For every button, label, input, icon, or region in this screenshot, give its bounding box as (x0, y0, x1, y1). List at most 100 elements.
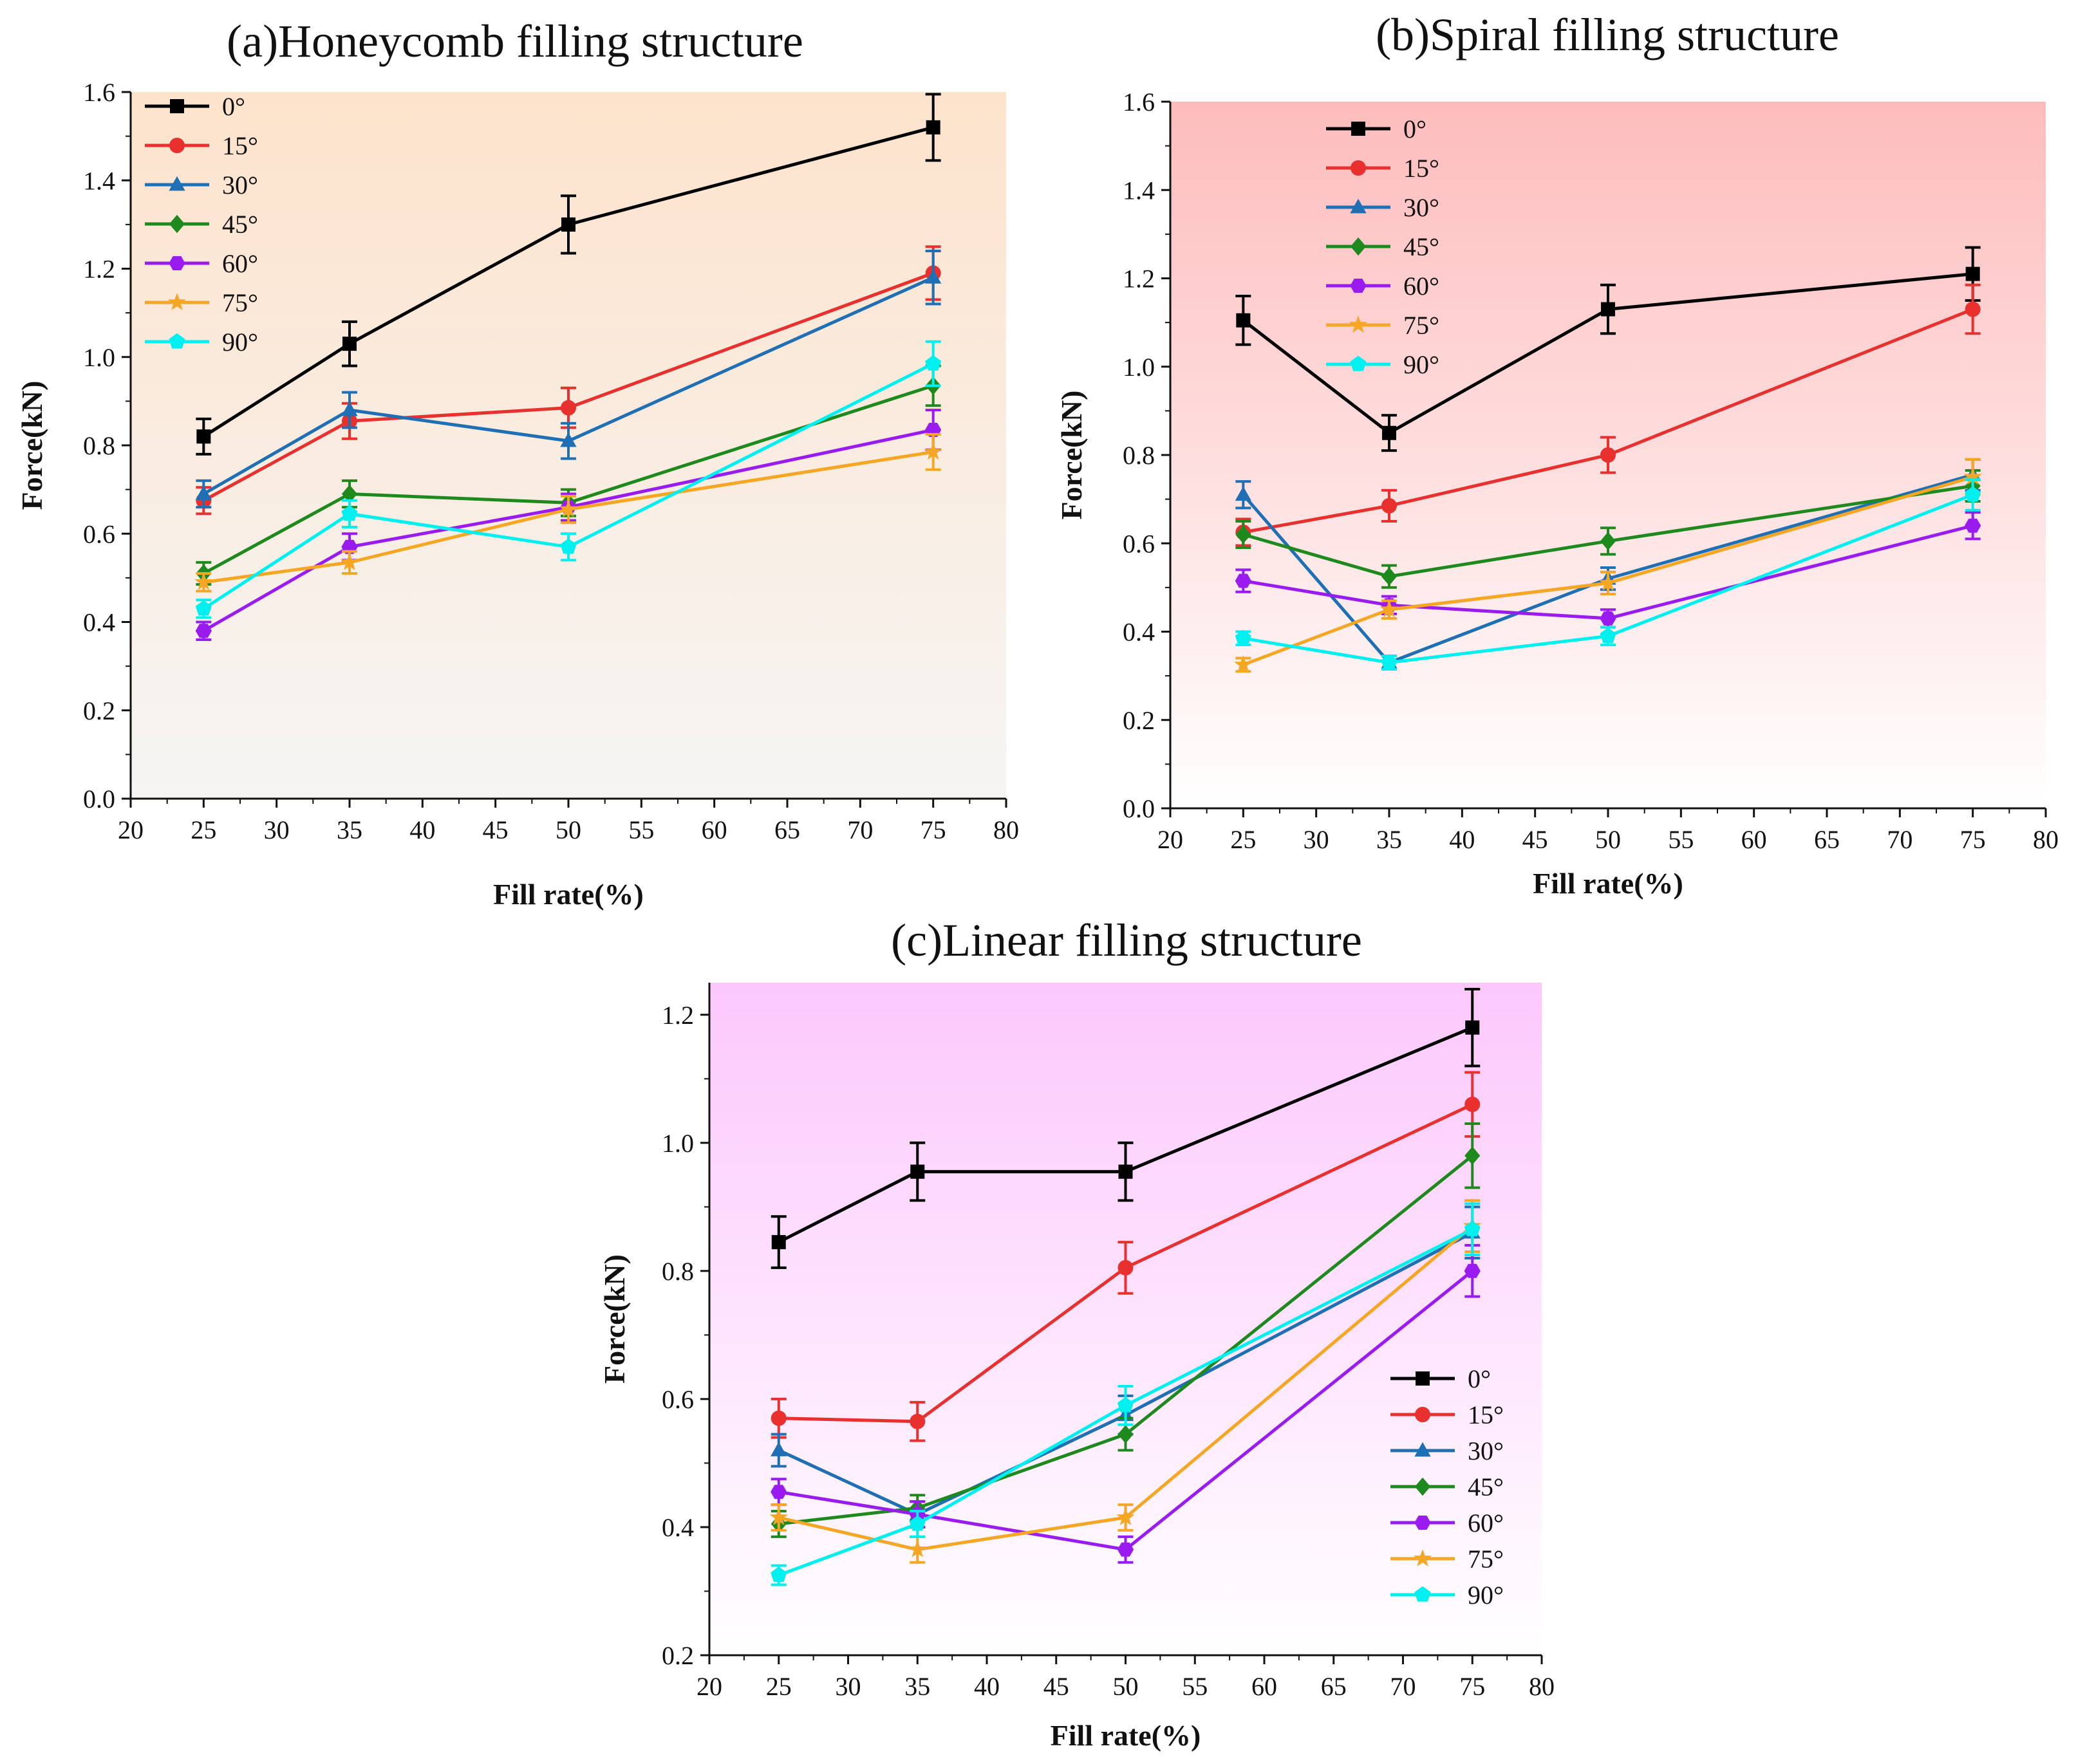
x-tick-label: 75 (1459, 1672, 1485, 1701)
data-point (925, 269, 942, 284)
legend-marker (169, 138, 185, 153)
series-75 (1234, 458, 1982, 673)
data-point (1235, 525, 1251, 544)
x-tick-label: 45 (1522, 825, 1548, 854)
x-tick-label: 35 (337, 815, 362, 844)
legend-item: 75° (145, 288, 258, 317)
legend-marker (1351, 122, 1365, 136)
x-tick-label: 60 (1251, 1672, 1277, 1701)
series-line (1242, 308, 1974, 534)
data-point (1379, 600, 1399, 618)
legend-marker (1349, 315, 1368, 333)
data-point (561, 400, 576, 416)
data-point (1965, 486, 1981, 502)
legend-item: 30° (1390, 1436, 1504, 1465)
series-line (778, 1154, 1473, 1526)
data-point (1464, 1263, 1481, 1278)
series-line (203, 275, 934, 496)
y-tick-label: 1.2 (1123, 265, 1155, 293)
x-tick-label: 30 (836, 1672, 861, 1701)
chart-title: (c)Linear filling structure (891, 914, 1362, 966)
legend-marker (1350, 279, 1367, 293)
x-tick-label: 70 (1887, 825, 1912, 854)
legend-item: 30° (145, 171, 258, 200)
x-tick-label: 70 (1390, 1672, 1416, 1701)
x-tick-label: 50 (1113, 1672, 1139, 1701)
x-tick-label: 80 (2033, 825, 2059, 854)
legend-marker (1414, 1516, 1431, 1530)
y-tick-label: 0.4 (1123, 618, 1155, 647)
legend-item: 45° (145, 210, 258, 239)
y-tick-label: 1.6 (83, 78, 115, 107)
legend-marker (169, 256, 185, 270)
series-75 (194, 432, 942, 593)
x-tick-label: 60 (702, 815, 727, 844)
panel-spiral: (b)Spiral filling structure 20 25 30 35 40 45 5… (1055, 9, 2059, 900)
y-tick-label: 0.2 (662, 1641, 694, 1670)
x-tick-label: 35 (904, 1672, 930, 1701)
y-tick-label: 1.0 (662, 1129, 694, 1158)
chart-title: (b)Spiral filling structure (1376, 9, 1839, 60)
series-0 (771, 987, 1481, 1269)
legend-label: 15° (1403, 154, 1439, 183)
x-tick-label: 55 (1182, 1672, 1208, 1701)
legend-label: 60° (222, 249, 258, 278)
series-line (1242, 475, 1974, 667)
series-line (202, 362, 934, 611)
y-tick-label: 0.8 (1123, 441, 1155, 470)
data-point (1235, 573, 1251, 588)
x-axis-label: Fill rate(%) (1051, 1719, 1201, 1752)
data-point (1234, 655, 1253, 673)
data-point (771, 1410, 787, 1426)
legend-item: 15° (1326, 154, 1439, 183)
data-point (909, 1515, 926, 1531)
x-tick-label: 80 (1529, 1672, 1555, 1701)
y-tick-label: 0.2 (1123, 706, 1155, 735)
legend-marker (1413, 1549, 1432, 1567)
data-point (340, 553, 359, 570)
data-point (341, 485, 358, 503)
legend-item: 90° (145, 328, 258, 357)
x-axis-label: Fill rate(%) (1533, 867, 1683, 900)
data-point (910, 1413, 926, 1429)
legend-item: 60° (1390, 1509, 1504, 1537)
data-point (194, 572, 213, 590)
data-point (1116, 1508, 1135, 1526)
x-tick-label: 75 (921, 815, 946, 844)
x-tick-label: 25 (191, 815, 216, 844)
data-point (1598, 573, 1618, 591)
x-tick-label: 80 (993, 815, 1019, 844)
series-90 (1235, 478, 1981, 671)
legend-item: 15° (145, 131, 258, 160)
legend-label: 60° (1468, 1509, 1504, 1537)
series-line (1242, 524, 1974, 620)
data-point (560, 432, 577, 447)
legend-label: 75° (1403, 311, 1439, 340)
x-tick-label: 55 (1668, 825, 1694, 854)
x-tick-label: 45 (1043, 1672, 1069, 1701)
x-tick-label: 65 (1321, 1672, 1347, 1701)
data-point (559, 499, 578, 517)
series-line (202, 125, 934, 438)
data-point (1600, 447, 1616, 463)
x-tick-label: 20 (118, 815, 144, 844)
y-tick-label: 1.2 (662, 1001, 694, 1030)
x-tick-label: 50 (556, 815, 581, 844)
data-point (195, 624, 212, 638)
x-tick-label: 65 (774, 815, 800, 844)
x-axis-label: Fill rate(%) (493, 878, 644, 911)
data-point (924, 442, 942, 460)
panel-honeycomb: (a)Honeycomb filling structure 20 25 30 35 40… (15, 15, 1019, 911)
legend-marker (1350, 355, 1367, 371)
x-tick-label: 30 (264, 815, 290, 844)
series-line (1242, 484, 1974, 579)
series-line (778, 1102, 1473, 1424)
legend-marker (169, 214, 185, 234)
data-point (341, 505, 358, 521)
data-point (908, 1539, 927, 1557)
legend-marker (1414, 1586, 1431, 1602)
legend-item: 30° (1326, 193, 1439, 222)
y-tick-label: 1.4 (1123, 176, 1155, 205)
data-point (561, 217, 575, 232)
